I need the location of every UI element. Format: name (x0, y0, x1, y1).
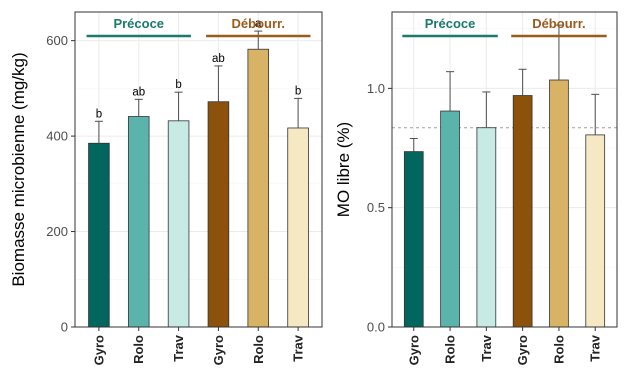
x-tick-label: Rolo (551, 335, 566, 364)
x-tick-label: Trav (291, 334, 306, 362)
panel-border (74, 11, 323, 328)
bar-rolo (127, 116, 150, 328)
y-axis-title: MO libre (%) (334, 122, 353, 217)
y-tick-label: 400 (46, 129, 68, 144)
bar-gyro (512, 95, 533, 328)
panel-border (391, 11, 618, 328)
significance-label: ab (132, 86, 145, 98)
panel-1: 0 200 400 600 b Gyro ab Rolo b Trav ab Gyro a Rolo b Tr… (9, 11, 323, 365)
bar-trav (167, 120, 190, 328)
group-label: Précoce (113, 16, 164, 31)
group-label: Débourr. (532, 16, 585, 31)
x-tick-label: Trav (479, 334, 494, 362)
significance-label: b (96, 108, 102, 120)
x-tick-label: Gyro (406, 335, 421, 365)
bar-rolo (440, 110, 460, 328)
y-tick-label: 0.5 (367, 200, 385, 215)
bar-rolo (247, 48, 270, 328)
significance-label: a (255, 18, 262, 30)
x-tick-label: Rolo (443, 335, 458, 364)
y-tick-label: 0.0 (367, 320, 385, 335)
bar-trav (585, 134, 606, 328)
significance-label: b (175, 79, 181, 91)
bar-trav (287, 127, 309, 328)
bar-gyro (403, 151, 424, 328)
y-tick-label: 600 (46, 33, 68, 48)
panel-2: 0.0 0.5 1.0 Gyro Rolo Trav Gyro Rolo Trav Précoce… (334, 11, 618, 365)
x-tick-label: Trav (171, 334, 186, 362)
significance-label: ab (212, 53, 225, 65)
y-tick-label: 200 (46, 224, 68, 239)
x-tick-label: Trav (588, 334, 603, 362)
significance-label: b (295, 85, 301, 97)
y-tick-label: 0 (61, 320, 68, 335)
x-tick-label: Gyro (515, 335, 530, 365)
y-tick-label: 1.0 (367, 81, 385, 96)
bar-gyro (207, 101, 230, 328)
bar-gyro (88, 142, 110, 328)
bar-rolo (549, 79, 569, 328)
group-label: Précoce (425, 16, 476, 31)
x-tick-label: Rolo (251, 335, 266, 364)
y-axis-title: Biomasse microbienne (mg/kg) (9, 52, 28, 286)
x-tick-label: Rolo (131, 335, 146, 364)
bar-trav (476, 127, 497, 328)
x-tick-label: Gyro (91, 335, 106, 365)
x-tick-label: Gyro (211, 335, 226, 365)
group-label: Débourr. (232, 16, 285, 31)
